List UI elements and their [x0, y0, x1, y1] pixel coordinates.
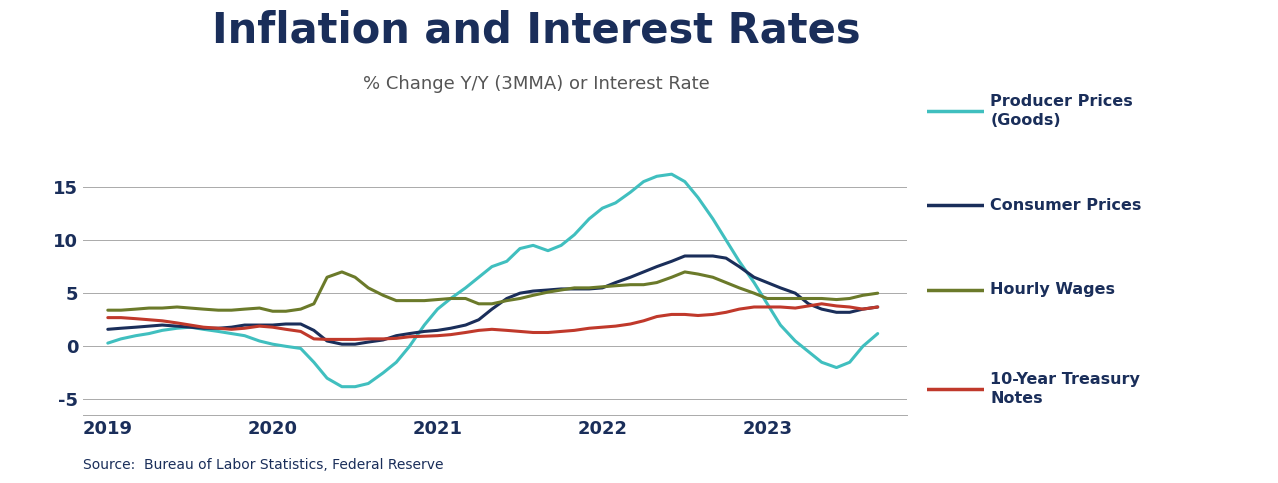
- Text: % Change Y/Y (3MMA) or Interest Rate: % Change Y/Y (3MMA) or Interest Rate: [363, 75, 711, 93]
- Text: Producer Prices
(Goods): Producer Prices (Goods): [990, 94, 1134, 128]
- Text: 10-Year Treasury
Notes: 10-Year Treasury Notes: [990, 372, 1140, 406]
- Text: Consumer Prices: Consumer Prices: [990, 198, 1141, 213]
- Text: Source:  Bureau of Labor Statistics, Federal Reserve: Source: Bureau of Labor Statistics, Fede…: [83, 458, 443, 472]
- Text: Inflation and Interest Rates: Inflation and Interest Rates: [212, 10, 861, 52]
- Text: Hourly Wages: Hourly Wages: [990, 282, 1116, 298]
